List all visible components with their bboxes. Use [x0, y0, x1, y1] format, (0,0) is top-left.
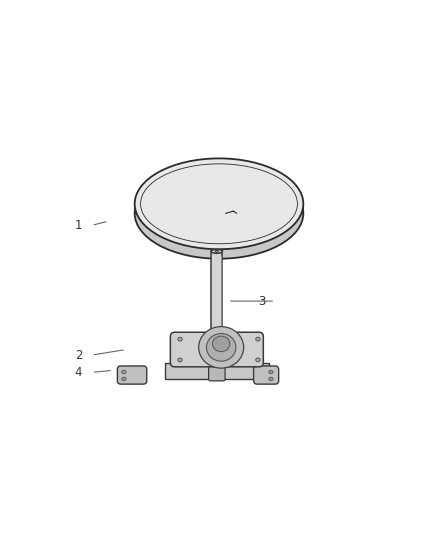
FancyBboxPatch shape	[254, 366, 279, 384]
Ellipse shape	[134, 168, 304, 259]
Ellipse shape	[134, 158, 304, 249]
Ellipse shape	[269, 377, 273, 381]
Ellipse shape	[212, 336, 230, 352]
Ellipse shape	[256, 337, 260, 341]
FancyBboxPatch shape	[170, 332, 263, 367]
Text: 4: 4	[75, 366, 82, 379]
Ellipse shape	[122, 377, 126, 381]
Text: 3: 3	[258, 295, 266, 308]
Ellipse shape	[206, 334, 236, 361]
Polygon shape	[211, 252, 223, 332]
Ellipse shape	[215, 251, 218, 252]
Ellipse shape	[178, 337, 182, 341]
Ellipse shape	[211, 249, 223, 253]
Ellipse shape	[269, 370, 273, 374]
Text: 2: 2	[75, 349, 82, 362]
FancyBboxPatch shape	[117, 366, 147, 384]
Ellipse shape	[211, 330, 223, 334]
Polygon shape	[165, 363, 269, 379]
Text: 1: 1	[75, 219, 82, 232]
FancyBboxPatch shape	[208, 357, 225, 381]
Ellipse shape	[122, 370, 126, 374]
Ellipse shape	[178, 358, 182, 362]
Ellipse shape	[256, 358, 260, 362]
Ellipse shape	[199, 327, 244, 368]
